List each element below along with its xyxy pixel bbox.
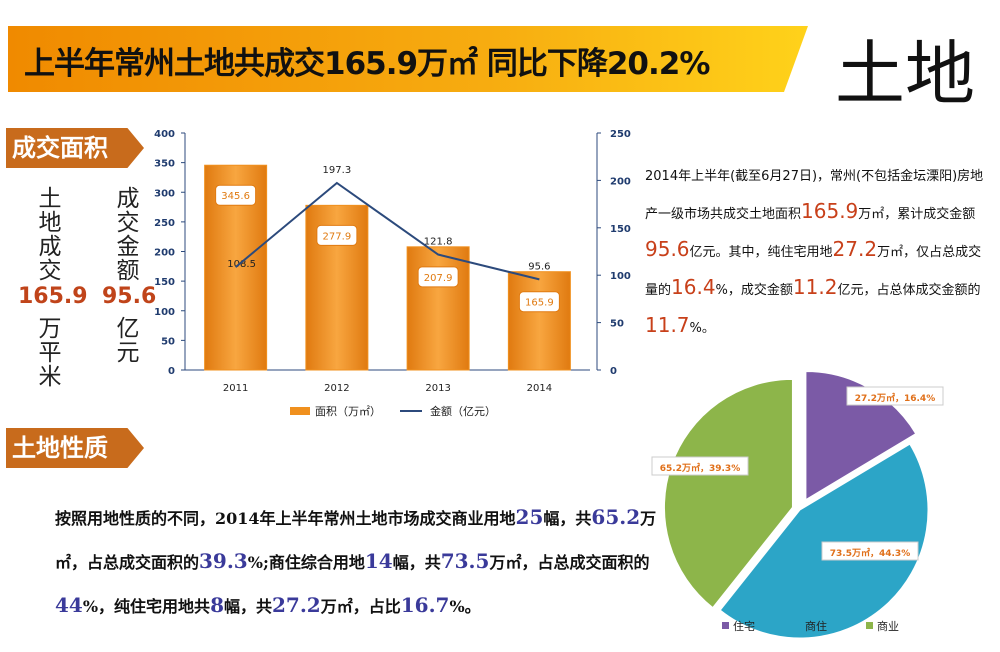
nature-text: 按照用地性质的不同，2014年上半年常州土地市场成交商业用地25幅，共65.2万… xyxy=(55,496,665,628)
data-label-box xyxy=(651,456,749,476)
data-label: 95.6 xyxy=(528,261,550,272)
data-label: 165.9 xyxy=(525,298,554,309)
bar xyxy=(507,271,571,371)
legend-swatch xyxy=(722,622,729,629)
highlight-number: 16.7 xyxy=(400,593,450,617)
y-tick-label: 300 xyxy=(154,188,175,199)
text-run: 幅，共 xyxy=(392,553,441,572)
text-run: 万㎡，占总成交面积的 xyxy=(55,509,657,572)
data-label: 121.8 xyxy=(424,237,453,248)
highlight-number: 16.4 xyxy=(671,275,716,299)
data-label: 27.2万㎡，16.4% xyxy=(855,392,935,404)
side-title: 土地 xyxy=(835,33,975,115)
highlight-number: 39.3 xyxy=(199,549,248,573)
text-run: 幅，共 xyxy=(543,509,592,528)
highlight-number: 25 xyxy=(515,505,544,529)
highlight-number: 14 xyxy=(364,549,393,573)
y2-tick-label: 50 xyxy=(610,319,624,330)
data-label: 73.5万㎡，44.3% xyxy=(830,547,910,559)
text-run: 万㎡，累计成交金额 xyxy=(858,207,976,222)
legend-label: 面积（万㎡） xyxy=(315,405,381,418)
x-tick-label: 2012 xyxy=(324,383,349,394)
legend-label: 住宅 xyxy=(733,619,755,633)
y2-tick-label: 100 xyxy=(610,271,631,282)
pie-slice xyxy=(719,443,929,639)
text-run: 亿元。其中，纯住宅用地 xyxy=(689,245,833,260)
data-label-box xyxy=(821,541,919,561)
data-label-box xyxy=(518,291,560,313)
y2-tick-label: 0 xyxy=(610,366,617,377)
highlight-number: 11.2 xyxy=(792,275,838,299)
summary-text: 2014年上半年(截至6月27日)，常州(不包括金坛溧阳)房地产一级市场共成交土… xyxy=(645,160,990,346)
y-tick-label: 100 xyxy=(154,307,175,318)
x-tick-label: 2013 xyxy=(425,383,450,394)
data-label: 197.3 xyxy=(323,165,352,176)
data-label: 277.9 xyxy=(323,231,352,242)
y2-tick-label: 150 xyxy=(610,224,631,235)
highlight-number: 73.5 xyxy=(440,549,490,573)
kpi-unit: 万平米 xyxy=(34,316,60,388)
y-tick-label: 150 xyxy=(154,277,175,288)
y-tick-label: 400 xyxy=(154,129,175,140)
y-tick-label: 50 xyxy=(161,336,175,347)
highlight-number: 8 xyxy=(210,593,224,617)
text-run: 万㎡，占比 xyxy=(320,597,401,616)
kpi-label: 土地成交 xyxy=(34,186,60,282)
kpi-value: 165.9 xyxy=(18,284,88,309)
legend-label: 商业 xyxy=(877,619,899,633)
data-label-box xyxy=(846,386,944,406)
text-run: %;商住综合用地 xyxy=(247,553,365,572)
y-tick-label: 0 xyxy=(168,366,175,377)
highlight-number: 65.2 xyxy=(591,505,641,529)
data-label: 207.9 xyxy=(424,273,453,284)
x-tick-label: 2011 xyxy=(223,383,248,394)
highlight-number: 95.6 xyxy=(645,237,690,261)
text-run: %。 xyxy=(689,321,715,336)
y2-tick-label: 250 xyxy=(610,129,631,140)
legend-swatch xyxy=(794,622,801,629)
text-run: %。 xyxy=(449,597,481,616)
section-tag: 土地性质 xyxy=(6,428,144,468)
header-bar: 上半年常州土地共成交165.9万㎡ 同比下降20.2% xyxy=(8,26,808,92)
text-run: 2014年上半年(截至6月27日)，常州(不包括金坛溧阳)房地产一级市场共成交土… xyxy=(645,169,984,222)
legend-label: 金额（亿元） xyxy=(430,404,496,418)
data-label-box xyxy=(316,224,358,246)
text-run: 万㎡，占总成交面积的 xyxy=(489,553,650,572)
y-tick-label: 200 xyxy=(154,248,175,259)
text-run: 万㎡，仅占总成交量的 xyxy=(645,245,982,298)
data-label-box xyxy=(215,184,257,206)
data-label-box xyxy=(417,266,459,288)
data-label: 108.5 xyxy=(227,259,256,270)
data-label: 65.2万㎡，39.3% xyxy=(660,462,740,474)
highlight-number: 11.7 xyxy=(645,313,690,337)
section-tag: 成交面积 xyxy=(6,128,144,168)
highlight-number: 27.2 xyxy=(832,237,878,261)
y-tick-label: 350 xyxy=(154,159,175,170)
bar xyxy=(406,246,470,371)
text-run: %，成交金额 xyxy=(715,283,793,298)
highlight-number: 27.2 xyxy=(272,593,321,617)
kpi-label: 成交金额 xyxy=(112,186,138,282)
x-tick-label: 2014 xyxy=(527,383,552,394)
y-tick-label: 250 xyxy=(154,218,175,229)
text-run: 幅，共 xyxy=(223,597,272,616)
y2-tick-label: 200 xyxy=(610,176,631,187)
legend-swatch xyxy=(290,407,310,415)
data-label: 345.6 xyxy=(221,191,250,202)
kpi-unit: 亿元 xyxy=(112,316,138,364)
line xyxy=(234,181,540,281)
bar xyxy=(204,164,268,371)
text-run: 亿元，占总体成交金额的 xyxy=(837,283,981,298)
legend-label: 商住 xyxy=(805,619,827,633)
text-run: %，纯住宅用地共 xyxy=(82,597,211,616)
kpi-value: 95.6 xyxy=(102,284,157,309)
header-title: 上半年常州土地共成交165.9万㎡ 同比下降20.2% xyxy=(24,46,710,82)
legend-swatch xyxy=(866,622,873,629)
highlight-number: 44 xyxy=(55,593,83,617)
highlight-number: 165.9 xyxy=(801,199,859,223)
text-run: 按照用地性质的不同，2014年上半年常州土地市场成交商业用地 xyxy=(55,509,516,528)
